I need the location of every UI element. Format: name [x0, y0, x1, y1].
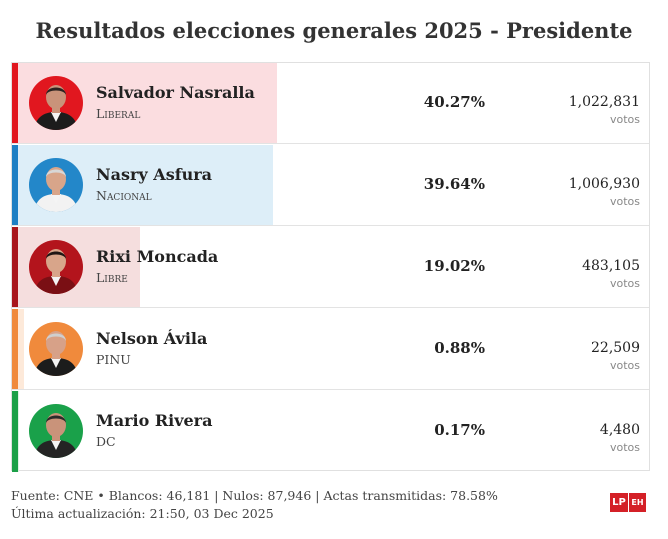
candidate-avatar: [29, 404, 83, 458]
updated-line: Última actualización: 21:50, 03 Dec 2025: [11, 506, 274, 521]
candidate-name: Nelson Ávila: [96, 329, 208, 348]
vote-count: 483,105: [582, 258, 640, 274]
party-name: Libre: [96, 270, 128, 285]
vote-percent: 0.17%: [434, 421, 485, 439]
logo-eh: EH: [629, 493, 646, 512]
candidate-row: Nelson Ávila PINU 0.88% 22,509 votos: [12, 309, 649, 390]
vote-percent: 40.27%: [423, 93, 485, 111]
votes-label: votos: [609, 195, 640, 208]
share-bar: [18, 309, 24, 389]
votes-label: votos: [609, 277, 640, 290]
page-title: Resultados elecciones generales 2025 - P…: [35, 18, 633, 43]
party-name: PINU: [96, 352, 131, 367]
logo-lp: LP: [610, 493, 628, 512]
publisher-logo: LP EH: [610, 493, 646, 512]
party-color-stripe: [12, 145, 18, 225]
vote-percent: 19.02%: [423, 257, 485, 275]
candidate-row: Nasry Asfura Nacional 39.64% 1,006,930 v…: [12, 145, 649, 226]
party-name: DC: [96, 434, 116, 449]
candidate-name: Nasry Asfura: [96, 165, 213, 184]
votes-label: votos: [609, 113, 640, 126]
candidate-name: Mario Rivera: [96, 411, 213, 430]
candidate-avatar: [29, 158, 83, 212]
source-footer: Fuente: CNE • Blancos: 46,181 | Nulos: 8…: [11, 487, 498, 523]
vote-count: 1,006,930: [568, 176, 640, 192]
candidate-avatar: [29, 322, 83, 376]
votes-label: votos: [609, 441, 640, 454]
vote-count: 1,022,831: [568, 94, 640, 110]
votes-label: votos: [609, 359, 640, 372]
candidate-row: Salvador Nasralla Liberal 40.27% 1,022,8…: [12, 63, 649, 144]
party-color-stripe: [12, 227, 18, 307]
candidate-avatar: [29, 76, 83, 130]
party-name: Liberal: [96, 106, 141, 121]
party-color-stripe: [12, 309, 18, 389]
results-table: Salvador Nasralla Liberal 40.27% 1,022,8…: [11, 62, 650, 472]
source-line: Fuente: CNE • Blancos: 46,181 | Nulos: 8…: [11, 488, 498, 503]
share-bar: [18, 391, 19, 472]
party-name: Nacional: [96, 188, 152, 203]
candidate-avatar: [29, 240, 83, 294]
candidate-name: Salvador Nasralla: [96, 83, 255, 102]
candidate-name: Rixi Moncada: [96, 247, 219, 266]
vote-count: 22,509: [591, 340, 640, 356]
party-color-stripe: [12, 391, 18, 472]
candidate-row: Rixi Moncada Libre 19.02% 483,105 votos: [12, 227, 649, 308]
candidate-row: Mario Rivera DC 0.17% 4,480 votos: [12, 391, 649, 472]
vote-percent: 39.64%: [423, 175, 485, 193]
vote-count: 4,480: [599, 422, 640, 438]
party-color-stripe: [12, 63, 18, 143]
vote-percent: 0.88%: [434, 339, 485, 357]
